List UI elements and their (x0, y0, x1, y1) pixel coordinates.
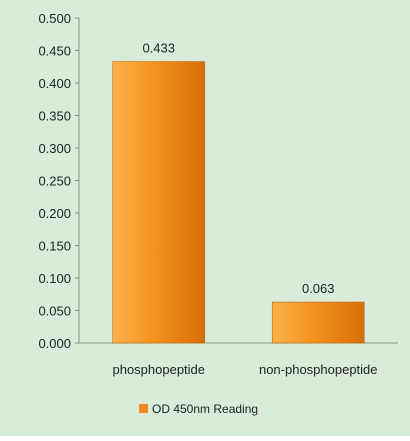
y-tick-label: 0.100 (38, 271, 71, 286)
y-tick-label: 0.300 (38, 141, 71, 156)
x-tick-label: non-phosphopeptide (259, 362, 378, 377)
data-label: 0.063 (302, 281, 335, 296)
y-tick-label: 0.000 (38, 336, 71, 351)
x-tick-label: phosphopeptide (112, 362, 205, 377)
y-tick-label: 0.500 (38, 11, 71, 26)
bar-phosphopeptide (112, 61, 206, 344)
bars: 0.433 0.063 (112, 41, 365, 344)
legend: OD 450nm Reading (139, 402, 258, 416)
bar-non-phosphopeptide (271, 301, 365, 344)
y-axis-ticks: 0.000 0.050 0.100 0.150 0.200 0.250 0.300 0.350… (38, 11, 79, 351)
y-tick-label: 0.400 (38, 76, 71, 91)
y-tick-label: 0.050 (38, 304, 71, 319)
y-tick-label: 0.250 (38, 174, 71, 189)
y-tick-label: 0.150 (38, 239, 71, 254)
legend-swatch (139, 404, 148, 413)
legend-label: OD 450nm Reading (152, 402, 258, 416)
x-axis-labels: phosphopeptide non-phosphopeptide (112, 362, 377, 377)
y-tick-label: 0.450 (38, 44, 71, 59)
data-label: 0.433 (142, 41, 175, 56)
y-tick-label: 0.350 (38, 109, 71, 124)
y-tick-label: 0.200 (38, 206, 71, 221)
